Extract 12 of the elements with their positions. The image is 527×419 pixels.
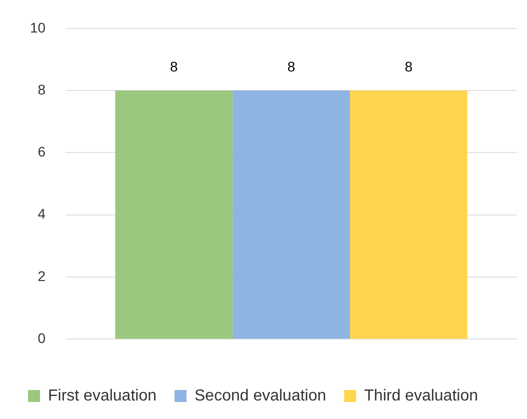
legend-label: Third evaluation <box>364 387 478 404</box>
y-tick-label: 8 <box>38 81 46 98</box>
y-tick-label: 6 <box>38 144 46 160</box>
y-tick-label: 2 <box>38 268 46 284</box>
data-label: 8 <box>404 58 413 74</box>
data-label: 8 <box>170 58 178 74</box>
y-tick-label: 10 <box>30 19 46 36</box>
legend-label: First evaluation <box>48 387 156 404</box>
legend-label: Second evaluation <box>194 387 326 404</box>
data-label: 8 <box>287 58 296 74</box>
y-tick-label: 0 <box>38 330 46 346</box>
y-tick-label: 4 <box>38 206 46 222</box>
